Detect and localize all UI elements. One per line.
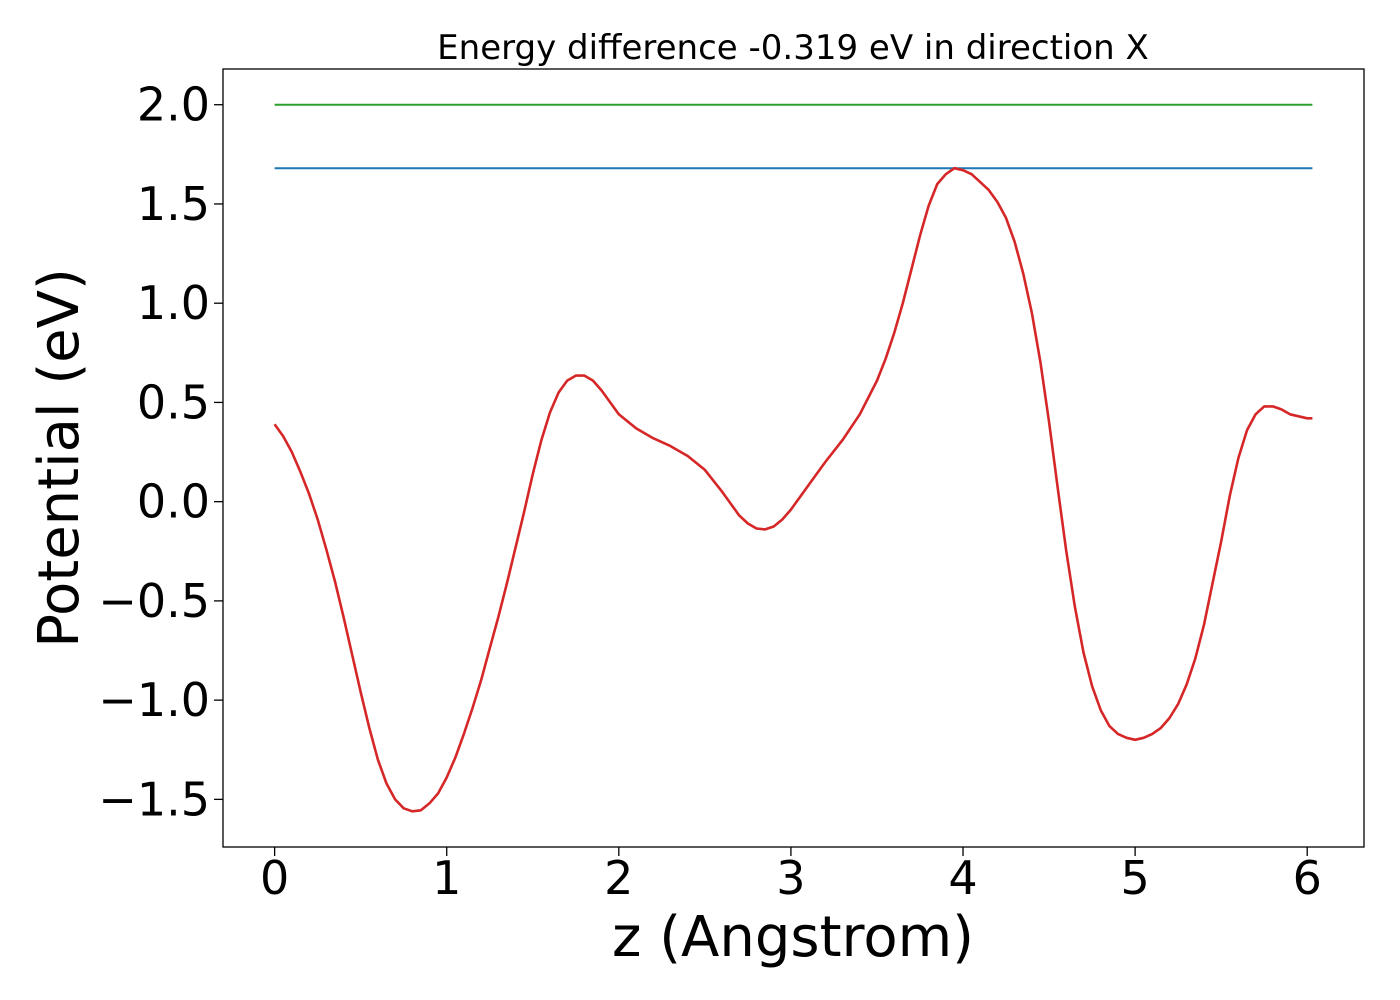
y-tick-label: 0.5 (137, 375, 210, 429)
y-tick-label: −0.5 (98, 574, 210, 628)
x-tick-label: 5 (1120, 851, 1149, 905)
y-tick-label: 1.5 (137, 177, 210, 231)
y-axis-label: Potential (eV) (27, 268, 92, 648)
y-tick-label: −1.0 (98, 673, 210, 727)
y-axis: −1.5 −1.0 −0.5 0.0 0.5 1.0 1.5 2.0 (98, 78, 223, 826)
x-tick-label: 4 (948, 851, 977, 905)
y-tick-label: 0.0 (137, 475, 210, 529)
y-tick-label: 1.0 (137, 276, 210, 330)
x-tick-label: 0 (260, 851, 289, 905)
y-tick-label: 2.0 (137, 78, 210, 132)
x-tick-label: 6 (1293, 851, 1322, 905)
series-line-2 (273, 166, 1313, 813)
x-tick-label: 2 (604, 851, 633, 905)
y-tick-label: −1.5 (98, 772, 210, 826)
series-layer (273, 103, 1313, 813)
x-axis-label: z (Angstrom) (612, 905, 974, 970)
x-tick-label: 1 (432, 851, 461, 905)
plot-frame (222, 68, 1365, 848)
x-tick-label: 3 (776, 851, 805, 905)
x-axis: 0 1 2 3 4 5 6 (260, 847, 1322, 905)
chart-title: Energy difference -0.319 eV in direction… (437, 28, 1149, 68)
